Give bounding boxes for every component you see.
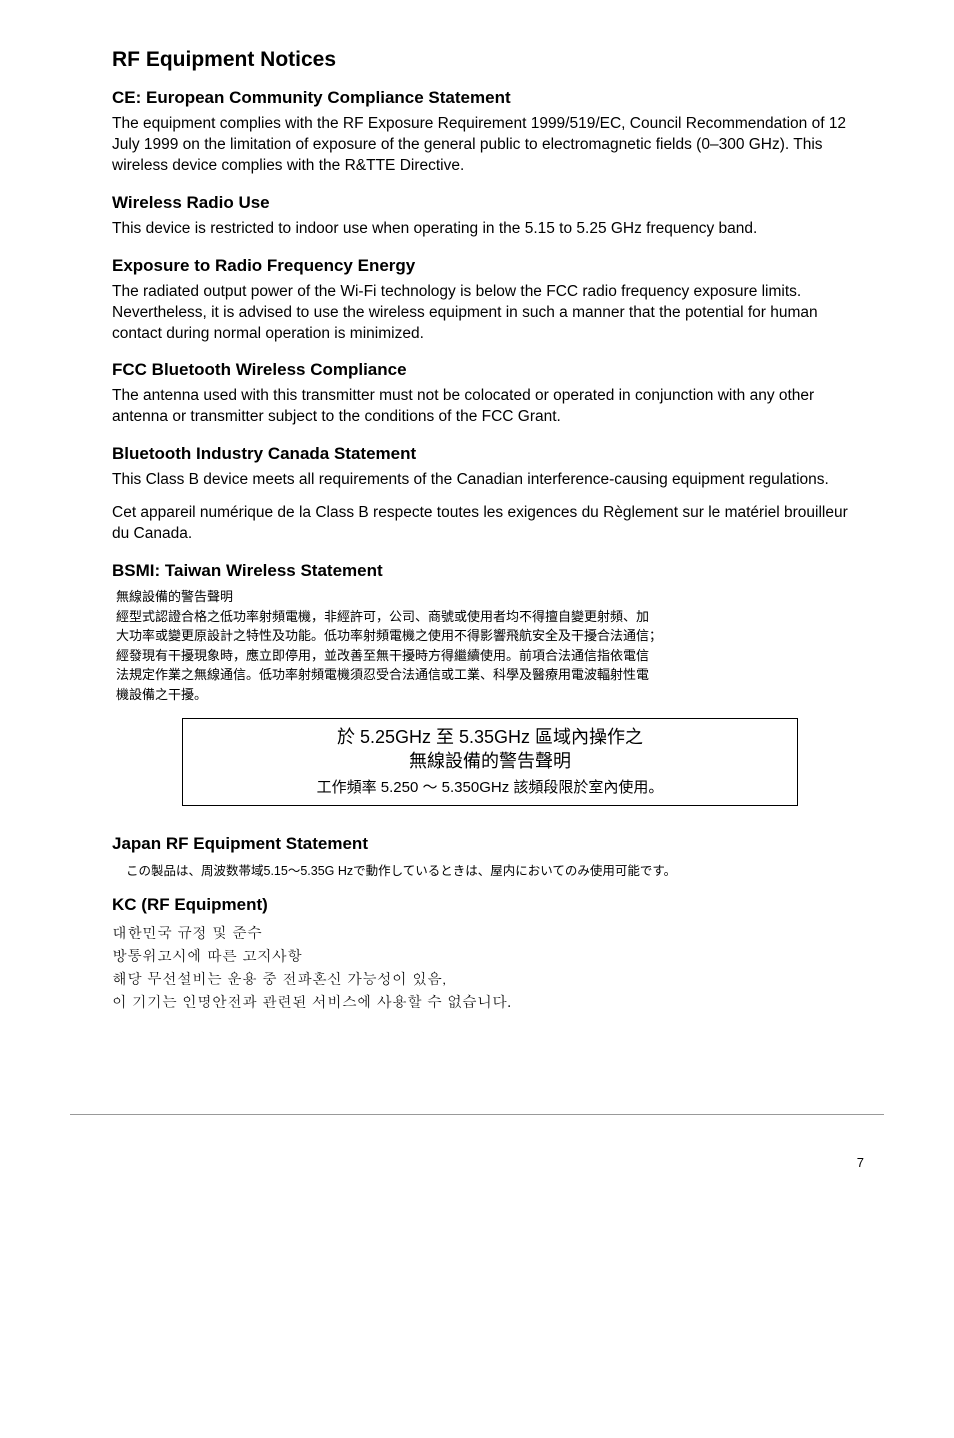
kc-heading: KC (RF Equipment) [112, 895, 868, 915]
japan-heading: Japan RF Equipment Statement [112, 834, 868, 854]
bsmi-line: 法規定作業之無線通信。低功率射頻電機須忍受合法通信或工業、科學及醫療用電波輻射性… [116, 665, 868, 685]
japan-body: この製品は、周波数帯域5.15～5.35G Hzで動作しているときは、屋内におい… [126, 860, 868, 879]
bsmi-heading: BSMI: Taiwan Wireless Statement [112, 561, 868, 581]
kc-korean-block: 대한민국 규정 및 준수 방통위고시에 따른 고지사항 해당 무선설비는 운용 … [112, 921, 868, 1014]
wireless-radio-body: This device is restricted to indoor use … [112, 219, 868, 240]
kc-line: 해당 무선설비는 운용 중 전파혼신 가능성이 있음, [112, 967, 868, 990]
kc-line: 이 기기는 인명안전과 관련된 서비스에 사용할 수 없습니다. [112, 990, 868, 1013]
document-page: RF Equipment Notices CE: European Commun… [0, 0, 954, 1054]
bsmi-warning-box: 於 5.25GHz 至 5.35GHz 區域內操作之 無線設備的警告聲明 工作頻… [182, 718, 798, 806]
kc-line: 방통위고시에 따른 고지사항 [112, 944, 868, 967]
bsmi-line: 無線設備的警告聲明 [116, 587, 868, 607]
ce-heading: CE: European Community Compliance Statem… [112, 88, 868, 108]
wireless-radio-heading: Wireless Radio Use [112, 193, 868, 213]
rf-energy-heading: Exposure to Radio Frequency Energy [112, 256, 868, 276]
page-number: 7 [0, 1115, 954, 1200]
bt-canada-body1: This Class B device meets all requiremen… [112, 470, 868, 491]
bsmi-line: 機設備之干擾。 [116, 685, 868, 705]
kc-line: 대한민국 규정 및 준수 [112, 921, 868, 944]
bsmi-box-title-line2: 無線設備的警告聲明 [409, 751, 571, 771]
bsmi-box-title: 於 5.25GHz 至 5.35GHz 區域內操作之 無線設備的警告聲明 [183, 725, 797, 774]
bt-canada-body2: Cet appareil numérique de la Class B res… [112, 503, 868, 545]
bsmi-line: 大功率或變更原設計之特性及功能。低功率射頻電機之使用不得影響飛航安全及干擾合法通… [116, 626, 868, 646]
bsmi-box-title-line1: 於 5.25GHz 至 5.35GHz 區域內操作之 [337, 727, 643, 747]
fcc-bt-heading: FCC Bluetooth Wireless Compliance [112, 360, 868, 380]
main-heading: RF Equipment Notices [112, 48, 868, 72]
bsmi-chinese-block: 無線設備的警告聲明 經型式認證合格之低功率射頻電機，非經許可，公司、商號或使用者… [116, 587, 868, 704]
fcc-bt-body: The antenna used with this transmitter m… [112, 386, 868, 428]
ce-body: The equipment complies with the RF Expos… [112, 114, 868, 177]
bsmi-line: 經發現有干擾現象時，應立即停用，並改善至無干擾時方得繼續使用。前項合法通信指依電… [116, 646, 868, 666]
bt-canada-heading: Bluetooth Industry Canada Statement [112, 444, 868, 464]
bsmi-line: 經型式認證合格之低功率射頻電機，非經許可，公司、商號或使用者均不得擅自變更射頻、… [116, 607, 868, 627]
rf-energy-body: The radiated output power of the Wi-Fi t… [112, 282, 868, 345]
bsmi-box-body: 工作頻率 5.250 ～ 5.350GHz 該頻段限於室內使用。 [183, 776, 797, 797]
